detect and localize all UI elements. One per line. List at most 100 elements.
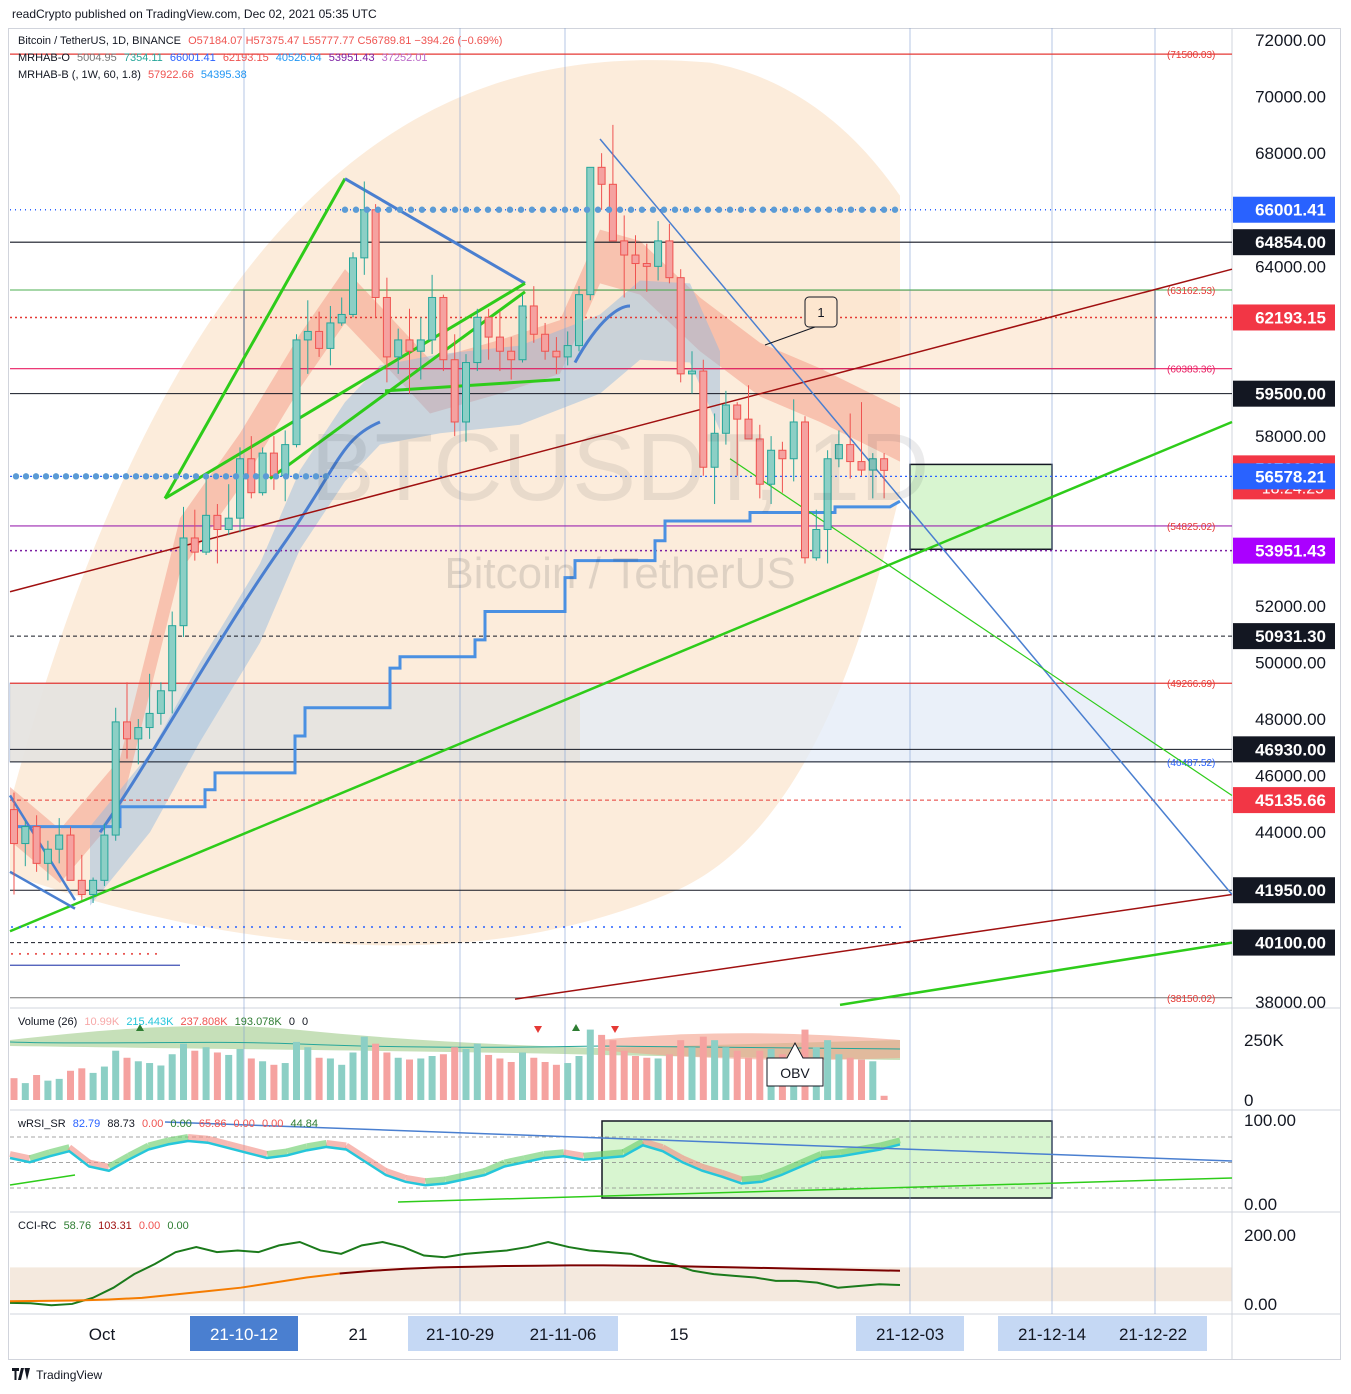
level-dot: [62, 473, 70, 480]
cci-line: [9, 1240, 901, 1307]
level-dot: [212, 473, 220, 480]
level-dot-small: [891, 926, 893, 929]
level-dot: [232, 473, 240, 480]
candle-body: [10, 809, 18, 845]
candle-body: [123, 721, 131, 740]
level-dot: [693, 206, 701, 213]
cci-ma-line-orange: [9, 1272, 340, 1303]
rsi-band-segment: [326, 1139, 347, 1149]
volume-bar: [326, 1058, 334, 1100]
candle-body: [416, 339, 425, 352]
level-dot-small: [587, 926, 589, 929]
y-axis-tick-label: 72000.00: [1255, 31, 1326, 50]
candle-body: [43, 848, 52, 864]
legend-wrsi-value: 0.00: [141, 1118, 164, 1130]
level-dot-small: [291, 926, 293, 929]
level-dot: [726, 206, 734, 213]
level-dot-small: [83, 926, 85, 929]
level-dot: [462, 206, 470, 213]
candle-body: [303, 330, 312, 341]
level-dot: [102, 473, 110, 480]
x-axis-highlight-range: [408, 1316, 618, 1351]
level-dot-small: [395, 926, 397, 929]
axis-layer: 72000.00 70000.00 68000.00 64000.00 58000.00…: [89, 31, 1335, 1351]
volume-bar: [575, 1056, 583, 1100]
level-dot-small: [235, 926, 237, 929]
candle-body: [575, 294, 583, 347]
candle-body: [450, 359, 459, 423]
level-dot-small: [835, 926, 837, 929]
level-dot-small: [499, 926, 501, 929]
level-dot: [473, 206, 481, 213]
candle-body: [156, 690, 165, 714]
candle-body: [868, 458, 877, 471]
rsi-band-segment: [701, 1163, 723, 1176]
rsi-band-segment: [286, 1143, 308, 1155]
candle-body: [89, 879, 98, 895]
rsi-band-segment: [207, 1135, 229, 1147]
level-dot-small: [323, 926, 325, 929]
candle-body: [382, 296, 391, 358]
candle-body: [710, 432, 719, 468]
y-axis-tick-label: 58000.00: [1255, 427, 1326, 446]
rsi-support-line: [397, 1177, 1233, 1203]
level-dot: [322, 473, 330, 480]
rsi-axis-label: 100.00: [1244, 1111, 1296, 1130]
legend-mrhab-b-value: 54395.38: [200, 69, 247, 81]
price-tag-label: 41950.00: [1255, 881, 1326, 900]
level-dot-small: [555, 926, 557, 929]
volume-bar: [10, 1078, 18, 1100]
level-dot-small: [179, 926, 181, 929]
rsi-band-segment: [364, 1155, 388, 1174]
level-dot-small: [75, 926, 77, 929]
volume-bar: [462, 1048, 470, 1100]
level-dot: [616, 206, 624, 213]
volume-bar: [168, 1054, 176, 1100]
level-dot: [22, 473, 30, 480]
legend-mrhab-o-value: 66001.41: [169, 52, 216, 64]
level-label: (38150.02): [1167, 994, 1215, 1005]
legend-volume-label: Volume (26): [18, 1016, 78, 1028]
level-dot-small: [659, 926, 661, 929]
rsi-band-segment: [147, 1137, 169, 1149]
rsi-band-segment: [760, 1168, 783, 1181]
volume-bar: [519, 1052, 526, 1100]
volume-bar: [598, 1034, 606, 1100]
candle-body: [439, 296, 448, 361]
rsi-band-segment: [681, 1155, 704, 1170]
price-tag-label: 46930.00: [1255, 740, 1326, 759]
candle-body: [676, 277, 685, 375]
volume-bar: [632, 1056, 639, 1100]
rsi-band-segment: [543, 1149, 565, 1157]
level-dot-small: [427, 926, 429, 929]
candle-body: [620, 240, 629, 256]
x-axis-tick-label: Oct: [89, 1325, 116, 1344]
rsi-band-segment: [583, 1151, 604, 1159]
volume-bar: [338, 1064, 346, 1100]
rsi-band-segment: [444, 1172, 466, 1183]
volume-bar: [824, 1040, 832, 1100]
weekly-step-line: [10, 499, 901, 829]
level-dot: [418, 206, 426, 213]
level-dot: [770, 206, 778, 213]
rsi-band-segment: [840, 1145, 861, 1156]
volume-bar: [360, 1036, 368, 1100]
price-tag-label: 45135.66: [1255, 791, 1326, 810]
volume-bar: [383, 1052, 391, 1100]
x-axis-tick-label: 21-12-03: [876, 1325, 944, 1344]
y-axis-tick-label: 38000.00: [1255, 993, 1326, 1012]
callout-obv-box: [766, 1041, 824, 1087]
level-dot-small: [299, 926, 301, 929]
level-dot-small: [635, 926, 637, 929]
drawings-layer: [8, 138, 1233, 1307]
trend-line: [269, 290, 526, 480]
level-dot-small: [467, 926, 469, 929]
candle-body: [337, 313, 346, 324]
y-axis-tick-label: 64000.00: [1255, 257, 1326, 276]
level-dot: [792, 206, 800, 213]
level-dot-small: [747, 926, 749, 929]
level-dot-small: [787, 926, 789, 929]
volume-bar: [406, 1059, 413, 1100]
level-dot-small: [19, 926, 21, 929]
